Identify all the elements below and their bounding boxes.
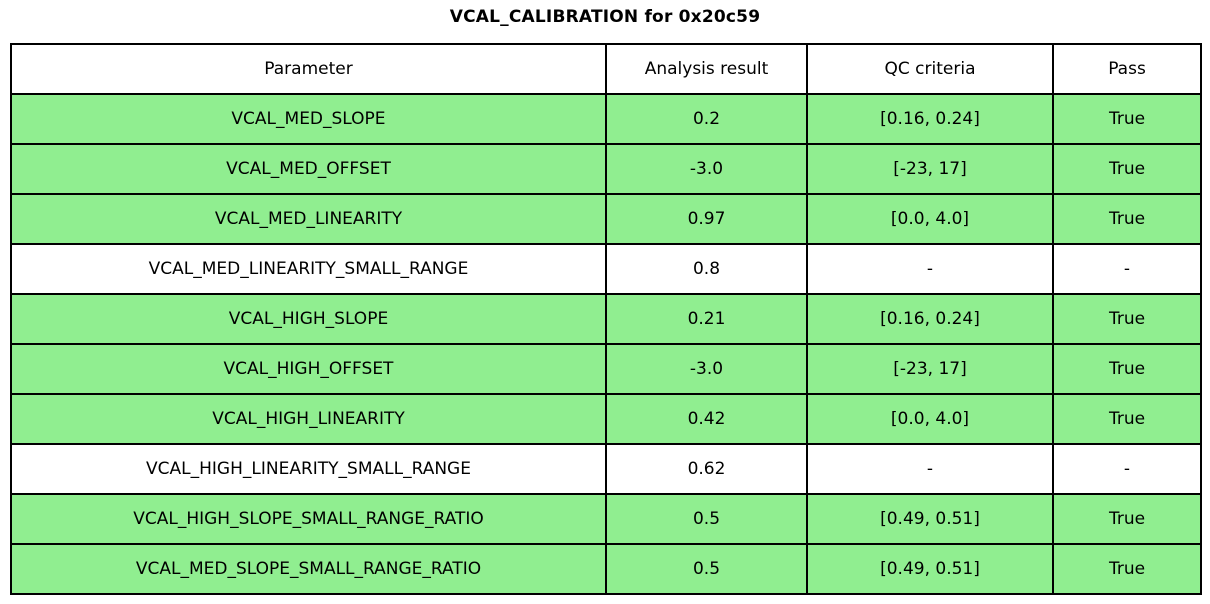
- table-row: VCAL_HIGH_LINEARITY 0.42 [0.0, 4.0] True: [10, 393, 1202, 445]
- criteria-cell: [-23, 17]: [806, 143, 1054, 195]
- result-cell: 0.21: [605, 293, 808, 345]
- pass-cell: True: [1052, 393, 1202, 445]
- result-cell: 0.5: [605, 493, 808, 545]
- pass-cell: True: [1052, 493, 1202, 545]
- column-header-parameter: Parameter: [10, 43, 607, 95]
- result-cell: 0.5: [605, 543, 808, 595]
- result-cell: -3.0: [605, 343, 808, 395]
- pass-cell: True: [1052, 193, 1202, 245]
- table-row: VCAL_HIGH_OFFSET -3.0 [-23, 17] True: [10, 343, 1202, 395]
- criteria-cell: -: [806, 443, 1054, 495]
- table-row: VCAL_HIGH_LINEARITY_SMALL_RANGE 0.62- -: [10, 443, 1202, 495]
- pass-cell: True: [1052, 143, 1202, 195]
- parameter-cell: VCAL_MED_SLOPE: [10, 93, 607, 145]
- table-row: VCAL_HIGH_SLOPE 0.21 [0.16, 0.24] True: [10, 293, 1202, 345]
- criteria-cell: [0.16, 0.24]: [806, 293, 1054, 345]
- criteria-cell: -: [806, 243, 1054, 295]
- table-row: VCAL_MED_OFFSET -3.0 [-23, 17] True: [10, 143, 1202, 195]
- table-title: VCAL_CALIBRATION for 0x20c59: [449, 7, 761, 27]
- table-row: VCAL_MED_LINEARITY_SMALL_RANGE 0.8- -: [10, 243, 1202, 295]
- pass-cell: True: [1052, 543, 1202, 595]
- criteria-cell: [-23, 17]: [806, 343, 1054, 395]
- parameter-cell: VCAL_HIGH_SLOPE_SMALL_RANGE_RATIO: [10, 493, 607, 545]
- qc-table: Parameter Analysis result QC criteria Pass …: [10, 43, 1202, 595]
- result-cell: 0.62: [605, 443, 808, 495]
- table-body: VCAL_MED_SLOPE 0.2 [0.16, 0.24] True VCAL_ME…: [10, 93, 1202, 595]
- table-row: VCAL_MED_SLOPE 0.2 [0.16, 0.24] True: [10, 93, 1202, 145]
- result-cell: -3.0: [605, 143, 808, 195]
- table-row: VCAL_MED_SLOPE_SMALL_RANGE_RATIO 0.5 [0.49…: [10, 543, 1202, 595]
- pass-cell: True: [1052, 343, 1202, 395]
- parameter-cell: VCAL_HIGH_OFFSET: [10, 343, 607, 395]
- criteria-cell: [0.49, 0.51]: [806, 543, 1054, 595]
- parameter-cell: VCAL_MED_LINEARITY: [10, 193, 607, 245]
- parameter-cell: VCAL_MED_LINEARITY_SMALL_RANGE: [10, 243, 607, 295]
- header-row: Parameter Analysis result QC criteria Pass: [10, 43, 1202, 95]
- parameter-cell: VCAL_HIGH_SLOPE: [10, 293, 607, 345]
- criteria-cell: [0.0, 4.0]: [806, 193, 1054, 245]
- parameter-cell: VCAL_HIGH_LINEARITY_SMALL_RANGE: [10, 443, 607, 495]
- result-cell: 0.2: [605, 93, 808, 145]
- pass-cell: -: [1052, 443, 1202, 495]
- result-cell: 0.97: [605, 193, 808, 245]
- result-cell: 0.8: [605, 243, 808, 295]
- criteria-cell: [0.16, 0.24]: [806, 93, 1054, 145]
- criteria-cell: [0.49, 0.51]: [806, 493, 1054, 545]
- result-cell: 0.42: [605, 393, 808, 445]
- column-header-analysis-result: Analysis result: [605, 43, 808, 95]
- criteria-cell: [0.0, 4.0]: [806, 393, 1054, 445]
- pass-cell: True: [1052, 293, 1202, 345]
- parameter-cell: VCAL_HIGH_LINEARITY: [10, 393, 607, 445]
- pass-cell: -: [1052, 243, 1202, 295]
- column-header-pass: Pass: [1052, 43, 1202, 95]
- table-row: VCAL_HIGH_SLOPE_SMALL_RANGE_RATIO 0.5 [0.4…: [10, 493, 1202, 545]
- column-header-qc-criteria: QC criteria: [806, 43, 1054, 95]
- pass-cell: True: [1052, 93, 1202, 145]
- table-row: VCAL_MED_LINEARITY 0.97 [0.0, 4.0] True: [10, 193, 1202, 245]
- parameter-cell: VCAL_MED_OFFSET: [10, 143, 607, 195]
- parameter-cell: VCAL_MED_SLOPE_SMALL_RANGE_RATIO: [10, 543, 607, 595]
